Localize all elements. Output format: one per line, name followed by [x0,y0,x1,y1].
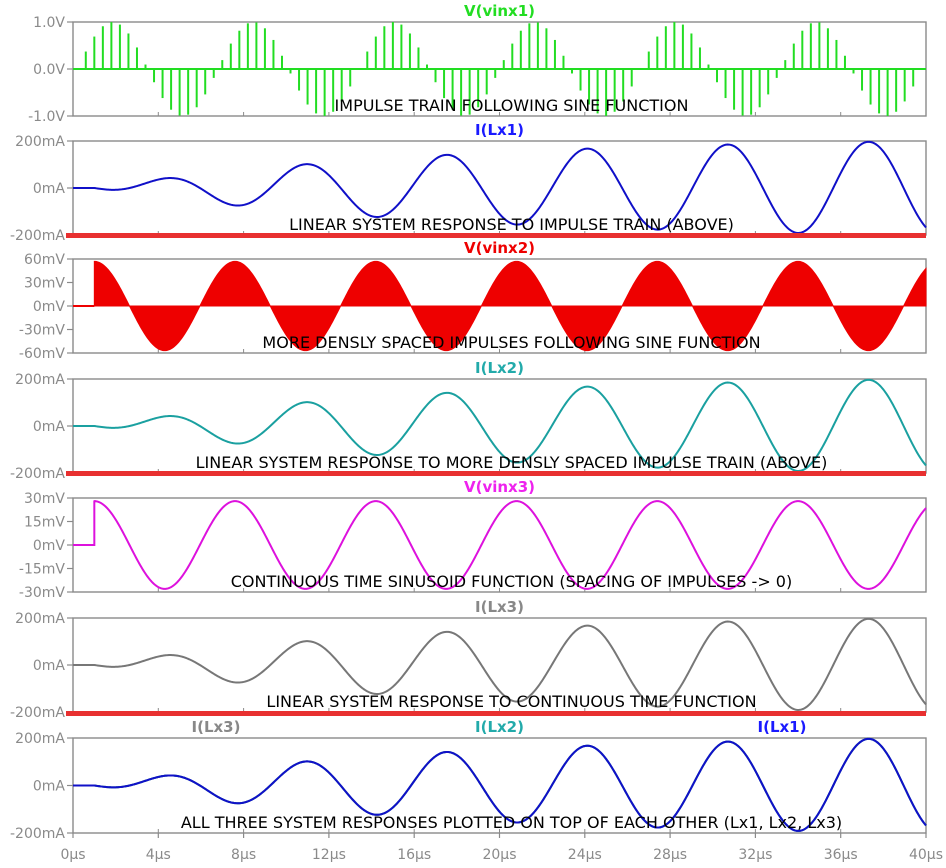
panel-7: 200mA 0mA -200mA I(Lx3) I(Lx2) I(Lx1) ALL THRE… [10,718,927,842]
y-tick-label: -200mA [10,466,65,482]
trace-label: I(Lx3) [192,718,241,736]
y-tick-label: -30mV [19,585,66,601]
x-tick-label: 24µs [568,847,602,863]
separator-bar [66,233,926,238]
y-tick-label: 1.0V [33,15,65,31]
y-tick-label: 0.0V [33,62,65,78]
panel-1: 1.0V 0.0V -1.0V V(vinx1) IMPULSE TRAIN FOLLO… [28,2,927,125]
y-tick-label: 200mA [15,731,65,747]
y-tick-label: 15mV [24,515,65,531]
x-tick-label: 4µs [146,847,171,863]
panel-annotation: LINEAR SYSTEM RESPONSE TO MORE DENSLY SP… [196,453,828,472]
y-tick-label: 200mA [15,134,65,150]
panel-annotation: LINEAR SYSTEM RESPONSE TO CONTINUOUS TIM… [266,692,756,711]
trace-label: V(vinx3) [464,478,535,496]
panel-5: 30mV 15mV 0mV -15mV -30mV V(vinx3) CONTINUOUS … [19,478,927,601]
series-line-0 [73,378,927,472]
y-tick-label: -30mV [19,323,66,339]
trace-label: V(vinx2) [464,239,535,257]
series-line-2 [73,737,927,832]
x-tick-label: 40µs [909,847,943,863]
y-tick-label: 0mA [33,181,66,197]
separator-bar [66,711,926,716]
y-tick-label: 200mA [15,611,65,627]
x-tick-label: 0µs [60,847,85,863]
y-tick-label: -200mA [10,228,65,244]
trace-label: I(Lx3) [475,598,524,616]
trace-label: I(Lx2) [475,718,524,736]
y-tick-label: -60mV [19,346,66,362]
x-tick-label: 16µs [397,847,431,863]
x-tick-label: 36µs [824,847,858,863]
x-tick-label: 28µs [653,847,687,863]
trace-label: I(Lx1) [758,718,807,736]
y-tick-label: 0mA [33,419,66,435]
panel-2: 200mA 0mA -200mA I(Lx1) LINEAR SYSTEM RESPON… [10,121,927,244]
y-tick-label: 0mA [33,779,66,795]
series-line [73,500,927,590]
y-tick-label: 200mA [15,372,65,388]
x-tick-label: 32µs [738,847,772,863]
y-tick-label: -200mA [10,705,65,721]
panel-4: 200mA 0mA -200mA I(Lx2) LINEAR SYSTEM RESPON… [10,359,927,482]
panel-annotation: IMPULSE TRAIN FOLLOWING SINE FUNCTION [335,96,689,115]
panel-6: 200mA 0mA -200mA I(Lx3) LINEAR SYSTEM RESPON… [10,598,927,721]
panel-annotation: CONTINUOUS TIME SINUSOID FUNCTION (SPACI… [231,572,792,591]
trace-label: I(Lx2) [475,359,524,377]
panel-annotation: MORE DENSLY SPACED IMPULSES FOLLOWING SI… [262,333,760,352]
y-tick-label: -15mV [19,562,66,578]
x-tick-label: 20µs [482,847,516,863]
panel-3: 60mV 30mV 0mV -30mV -60mV V(vinx2) MORE DENSLY… [19,239,927,362]
series-area [93,260,927,352]
y-tick-label: 30mV [24,491,65,507]
y-tick-label: 0mV [33,299,66,315]
y-tick-label: 60mV [24,252,65,268]
trace-label: I(Lx1) [475,121,524,139]
trace-label: V(vinx1) [464,2,535,20]
panel-annotation: LINEAR SYSTEM RESPONSE TO IMPULSE TRAIN … [289,215,734,234]
x-tick-label: 8µs [231,847,256,863]
y-tick-label: -1.0V [28,109,65,125]
series-line-0 [73,617,927,711]
panel-annotation: ALL THREE SYSTEM RESPONSES PLOTTED ON TO… [181,813,842,832]
x-tick-label: 12µs [312,847,346,863]
series-line-0 [73,140,927,234]
y-tick-label: 0mV [33,538,66,554]
y-tick-label: -200mA [10,826,65,842]
separator-bar [66,471,926,476]
y-tick-label: 0mA [33,658,66,674]
y-tick-label: 30mV [24,276,65,292]
series-impulses [73,22,926,116]
